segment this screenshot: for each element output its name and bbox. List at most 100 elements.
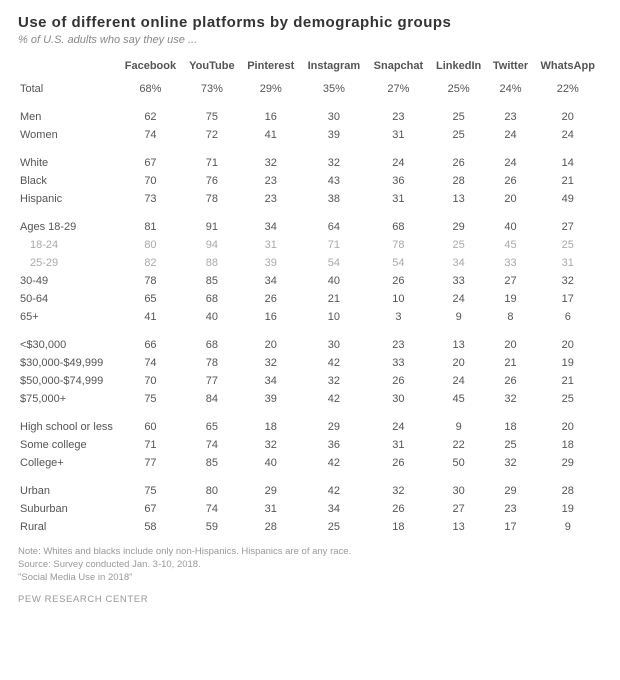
cell: 33 <box>487 254 533 272</box>
cell: 26 <box>487 172 533 190</box>
table-row: College+7785404226503229 <box>18 454 602 472</box>
cell: 41 <box>118 308 183 326</box>
table-row: $50,000-$74,9997077343226242621 <box>18 372 602 390</box>
cell: 9 <box>534 518 603 536</box>
table-row: 65+414016103986 <box>18 308 602 326</box>
cell: 43 <box>301 172 367 190</box>
cell: 29 <box>241 482 301 500</box>
cell: 77 <box>118 454 183 472</box>
column-header: Twitter <box>487 56 533 80</box>
row-label: 50-64 <box>18 290 118 308</box>
cell: 66 <box>118 336 183 354</box>
row-label: Urban <box>18 482 118 500</box>
cell: 49 <box>534 190 603 208</box>
cell: 72 <box>183 126 241 144</box>
cell: 68 <box>183 290 241 308</box>
cell: 8 <box>487 308 533 326</box>
cell: 31 <box>367 126 430 144</box>
cell: 33 <box>367 354 430 372</box>
spacer-row <box>18 326 602 336</box>
cell: 38 <box>301 190 367 208</box>
cell: 78 <box>118 272 183 290</box>
table-row: $75,000+7584394230453225 <box>18 390 602 408</box>
cell: 13 <box>430 190 488 208</box>
cell: 88 <box>183 254 241 272</box>
cell: 3 <box>367 308 430 326</box>
cell: 9 <box>430 308 488 326</box>
column-header: Facebook <box>118 56 183 80</box>
table-row: $30,000-$49,9997478324233202119 <box>18 354 602 372</box>
row-label: 30-49 <box>18 272 118 290</box>
cell: 42 <box>301 482 367 500</box>
cell: 27 <box>534 218 603 236</box>
row-label: Ages 18-29 <box>18 218 118 236</box>
cell: 20 <box>534 108 603 126</box>
cell: 32 <box>241 154 301 172</box>
cell: 25 <box>487 436 533 454</box>
row-label: Men <box>18 108 118 126</box>
header-blank <box>18 56 118 80</box>
table-row: 50-646568262110241917 <box>18 290 602 308</box>
cell: 42 <box>301 354 367 372</box>
cell: 23 <box>241 172 301 190</box>
cell: 40 <box>183 308 241 326</box>
column-header: YouTube <box>183 56 241 80</box>
cell: 25 <box>430 126 488 144</box>
cell: 13 <box>430 336 488 354</box>
table-row: Suburban6774313426272319 <box>18 500 602 518</box>
row-label: $75,000+ <box>18 390 118 408</box>
cell: 54 <box>367 254 430 272</box>
cell: 19 <box>487 290 533 308</box>
cell: 50 <box>430 454 488 472</box>
cell: 62 <box>118 108 183 126</box>
cell: 22 <box>430 436 488 454</box>
table-row: Rural585928251813179 <box>18 518 602 536</box>
cell: 58 <box>118 518 183 536</box>
cell: 25 <box>534 236 603 254</box>
cell: 78 <box>367 236 430 254</box>
cell: 31 <box>534 254 603 272</box>
cell: 75 <box>118 390 183 408</box>
cell: 68 <box>183 336 241 354</box>
row-label: 25-29 <box>18 254 118 272</box>
cell: 21 <box>301 290 367 308</box>
cell: 32 <box>487 390 533 408</box>
table-row: Women7472413931252424 <box>18 126 602 144</box>
cell: 24% <box>487 80 533 98</box>
cell: 24 <box>430 290 488 308</box>
spacer-row <box>18 98 602 108</box>
cell: 94 <box>183 236 241 254</box>
cell: 24 <box>534 126 603 144</box>
table-row: Total68%73%29%35%27%25%24%22% <box>18 80 602 98</box>
table-row: Some college7174323631222518 <box>18 436 602 454</box>
cell: 75 <box>118 482 183 500</box>
column-header: Instagram <box>301 56 367 80</box>
cell: 40 <box>301 272 367 290</box>
cell: 65 <box>183 418 241 436</box>
row-label: College+ <box>18 454 118 472</box>
cell: 32 <box>301 154 367 172</box>
cell: 21 <box>534 172 603 190</box>
cell: 29 <box>487 482 533 500</box>
cell: 42 <box>301 454 367 472</box>
note-line: Source: Survey conducted Jan. 3-10, 2018… <box>18 559 602 572</box>
cell: 34 <box>241 372 301 390</box>
spacer-row <box>18 472 602 482</box>
cell: 30 <box>430 482 488 500</box>
cell: 18 <box>487 418 533 436</box>
cell: 54 <box>301 254 367 272</box>
cell: 24 <box>487 126 533 144</box>
cell: 17 <box>534 290 603 308</box>
cell: 27 <box>487 272 533 290</box>
cell: 39 <box>241 390 301 408</box>
cell: 27% <box>367 80 430 98</box>
cell: 40 <box>487 218 533 236</box>
cell: 34 <box>430 254 488 272</box>
row-label: 18-24 <box>18 236 118 254</box>
cell: 36 <box>367 172 430 190</box>
cell: 71 <box>118 436 183 454</box>
cell: 28 <box>241 518 301 536</box>
cell: 70 <box>118 372 183 390</box>
row-label: Some college <box>18 436 118 454</box>
cell: 25 <box>430 108 488 126</box>
